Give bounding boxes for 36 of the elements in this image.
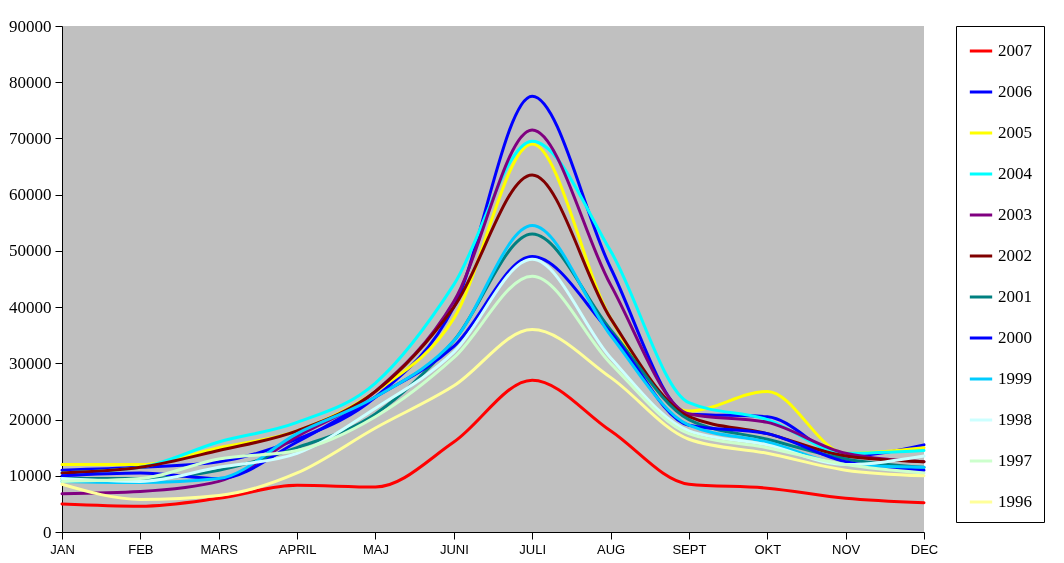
line-series [60, 328, 926, 501]
legend-label: 1996 [998, 492, 1032, 511]
legend-label: 2001 [998, 287, 1032, 306]
legend-label: 1999 [998, 369, 1032, 388]
y-tick-label: 90000 [9, 16, 52, 36]
y-tick-label: 20000 [9, 410, 52, 430]
x-tick-label: DEC [910, 541, 939, 557]
legend-label: 1997 [998, 451, 1033, 470]
legend-label: 2002 [998, 246, 1032, 265]
x-tick-label: AUG [596, 541, 626, 557]
y-tick-label: 10000 [9, 466, 52, 486]
y-tick-label: 50000 [9, 241, 52, 261]
y-tick-label: 0 [43, 522, 52, 542]
x-tick-label: SEPT [672, 541, 707, 557]
legend-label: 2006 [998, 82, 1032, 101]
legend-label: 1998 [998, 410, 1032, 429]
x-tick-label: NOV [832, 541, 861, 557]
x-tick-label: APRIL [278, 541, 317, 557]
y-tick-label: 40000 [9, 297, 52, 317]
legend-label: 2005 [998, 123, 1032, 142]
legend-label: 2003 [998, 205, 1032, 224]
line-series [60, 378, 926, 508]
x-tick-label: OKT [754, 541, 782, 557]
y-tick-label: 80000 [9, 72, 52, 92]
x-tick-label: JAN [50, 541, 75, 557]
y-tick-label: 30000 [9, 353, 52, 373]
y-tick-label: 60000 [9, 185, 52, 205]
legend-label: 2000 [998, 328, 1032, 347]
x-tick-label: MAJ [362, 541, 389, 557]
x-tick-label: JUNI [439, 541, 469, 557]
legend-label: 2004 [998, 164, 1033, 183]
x-tick-label: JULI [519, 541, 547, 557]
x-tick-label: MARS [200, 541, 239, 557]
x-tick-label: FEB [128, 541, 154, 557]
legend-label: 2007 [998, 41, 1033, 60]
y-tick-label: 70000 [9, 128, 52, 148]
